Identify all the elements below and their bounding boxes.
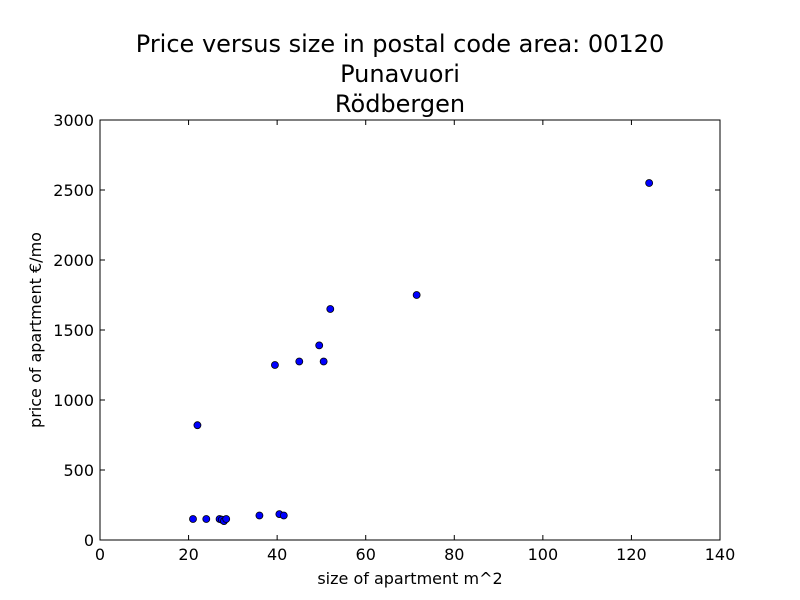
y-tick-label: 3000 bbox=[53, 111, 94, 130]
x-tick-label: 140 bbox=[705, 545, 736, 564]
y-axis-label: price of apartment €/mo bbox=[26, 232, 45, 428]
data-point bbox=[202, 515, 211, 523]
chart-title-line-2: Punavuori bbox=[340, 60, 460, 88]
y-tick-label: 1000 bbox=[53, 391, 94, 410]
data-point bbox=[326, 305, 335, 313]
y-tick-label: 1500 bbox=[53, 321, 94, 340]
data-point bbox=[295, 357, 304, 366]
y-tick-label: 0 bbox=[84, 531, 94, 550]
plot-frame bbox=[99, 119, 721, 541]
y-tick-label: 2000 bbox=[53, 251, 94, 270]
x-tick-label: 20 bbox=[178, 545, 198, 564]
data-point bbox=[279, 511, 288, 520]
data-point bbox=[645, 179, 654, 187]
x-tick-label: 60 bbox=[356, 545, 376, 564]
data-point bbox=[222, 515, 231, 523]
data-point bbox=[193, 421, 202, 430]
x-tick-label: 100 bbox=[528, 545, 559, 564]
x-tick-label: 40 bbox=[267, 545, 287, 564]
axis-ticks: 0 20 40 60 80 100 120 140 0 500 1000 1500 2000 2500 30… bbox=[53, 111, 735, 564]
chart-title-line-1: Price versus size in postal code area: 0… bbox=[135, 30, 665, 58]
data-point bbox=[412, 291, 421, 299]
data-point bbox=[271, 361, 279, 369]
y-tick-label: 500 bbox=[63, 461, 94, 480]
data-points bbox=[189, 179, 654, 525]
x-tick-label: 120 bbox=[616, 545, 647, 564]
data-point bbox=[255, 511, 264, 520]
data-point bbox=[319, 357, 328, 366]
data-point bbox=[189, 515, 197, 523]
x-axis-label: size of apartment m^2 bbox=[317, 569, 502, 588]
data-point bbox=[315, 341, 324, 350]
x-tick-label: 80 bbox=[444, 545, 464, 564]
x-tick-label: 0 bbox=[95, 545, 105, 564]
chart-title-line-3: Rödbergen bbox=[334, 90, 466, 118]
y-tick-label: 2500 bbox=[53, 181, 94, 200]
